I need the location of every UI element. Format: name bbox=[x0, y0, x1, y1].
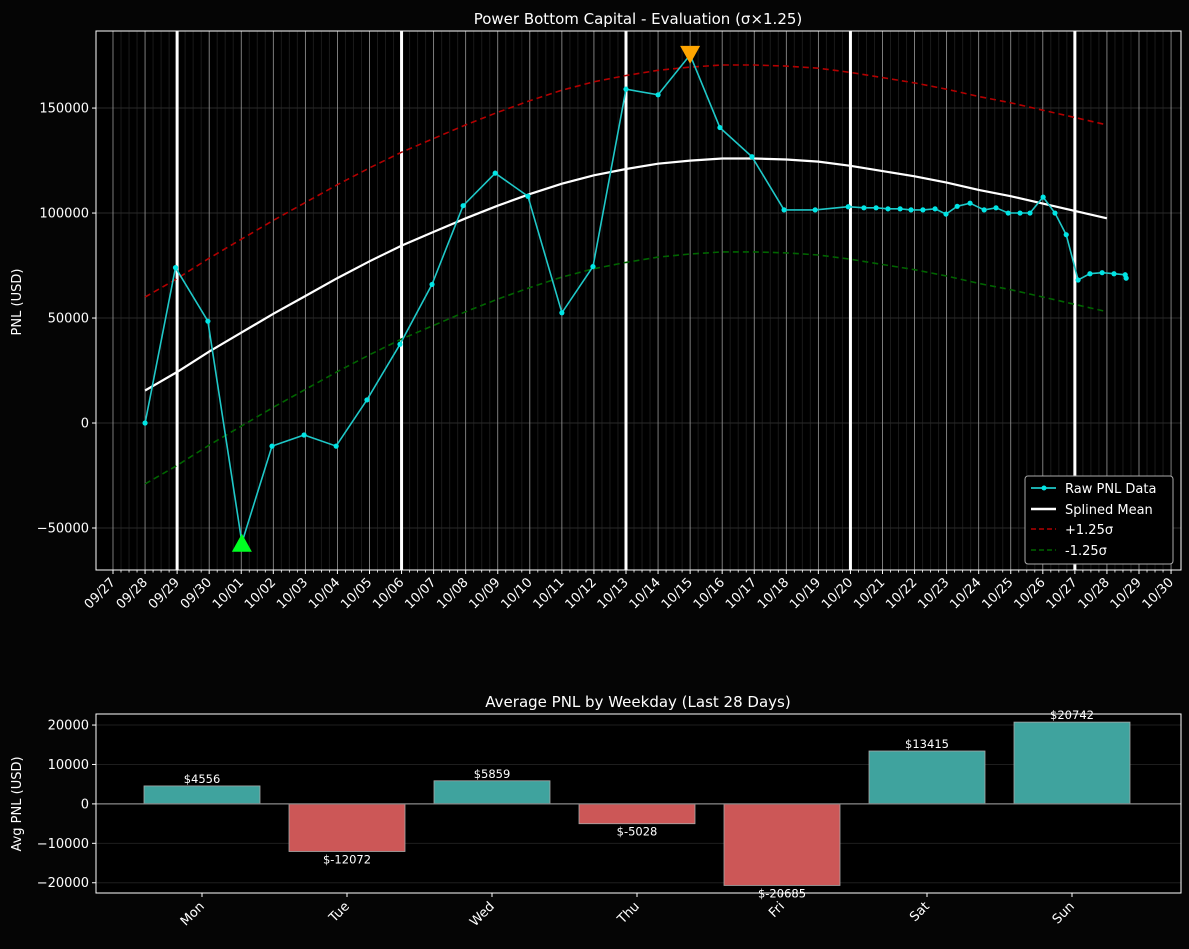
raw-pnl-point bbox=[142, 420, 148, 426]
raw-pnl-point bbox=[920, 207, 926, 213]
raw-pnl-point bbox=[1005, 210, 1011, 216]
bar-data-label: $20742 bbox=[1050, 708, 1094, 722]
raw-pnl-point bbox=[590, 263, 596, 270]
pnl-evaluation-chart: −5000005000010000015000009/2709/2809/290… bbox=[10, 10, 1182, 612]
top-series bbox=[142, 45, 1129, 552]
raw-pnl-point bbox=[1017, 210, 1023, 216]
raw-pnl-point bbox=[364, 397, 370, 403]
weekday-bar bbox=[723, 803, 841, 886]
y-tick-label: 100000 bbox=[39, 207, 89, 222]
weekday-bar bbox=[433, 780, 551, 805]
bottom-y-axis-label: Avg PNL (USD) bbox=[10, 756, 25, 851]
raw-pnl-point bbox=[1075, 277, 1081, 283]
raw-pnl-point bbox=[172, 265, 179, 271]
lower-sigma-line bbox=[144, 251, 1108, 485]
raw-pnl-point bbox=[1027, 210, 1033, 216]
raw-pnl-point bbox=[269, 443, 275, 449]
raw-pnl-point bbox=[749, 154, 755, 160]
raw-pnl-point bbox=[333, 443, 339, 449]
raw-pnl-point bbox=[845, 204, 851, 210]
y-tick-label: −10000 bbox=[37, 837, 89, 852]
top-grid bbox=[96, 31, 1181, 570]
raw-pnl-point bbox=[954, 203, 960, 209]
legend-label-upper: +1.25σ bbox=[1065, 523, 1113, 538]
bottom-bars: $4556$-12072$5859$-5028$-20685$13415$207… bbox=[96, 708, 1181, 900]
bar-data-label: $-5028 bbox=[617, 825, 658, 839]
bottom-chart-title: Average PNL by Weekday (Last 28 Days) bbox=[485, 693, 790, 711]
raw-pnl-point bbox=[301, 432, 307, 438]
y-tick-label: 20000 bbox=[48, 719, 89, 734]
raw-pnl-point bbox=[932, 206, 938, 212]
bar-data-label: $-12072 bbox=[323, 852, 371, 866]
top-plot-area bbox=[96, 31, 1181, 570]
legend-label-lower: -1.25σ bbox=[1065, 544, 1107, 559]
upper-sigma-line bbox=[144, 64, 1108, 298]
top-y-axis-label: PNL (USD) bbox=[10, 269, 25, 336]
raw-pnl-point bbox=[429, 281, 435, 288]
min-pnl-marker-icon bbox=[231, 533, 252, 552]
raw-pnl-point bbox=[559, 310, 565, 316]
max-pnl-marker-icon bbox=[680, 45, 701, 64]
raw-pnl-point bbox=[873, 205, 879, 211]
raw-pnl-point bbox=[908, 207, 914, 213]
raw-pnl-point bbox=[1087, 271, 1093, 277]
top-axes-frame bbox=[95, 30, 1182, 571]
weekday-bar bbox=[868, 750, 986, 805]
raw-pnl-point bbox=[1111, 271, 1117, 277]
raw-pnl-point bbox=[1052, 210, 1058, 216]
legend-label-raw: Raw PNL Data bbox=[1065, 482, 1156, 497]
raw-pnl-point bbox=[897, 206, 903, 212]
raw-pnl-point bbox=[717, 124, 723, 131]
raw-pnl-point bbox=[525, 193, 531, 199]
weekday-bar bbox=[288, 803, 406, 852]
y-tick-label: 150000 bbox=[39, 102, 89, 117]
raw-pnl-point bbox=[781, 207, 787, 213]
raw-pnl-point bbox=[861, 205, 867, 211]
raw-pnl-point bbox=[492, 170, 498, 176]
raw-pnl-point bbox=[655, 92, 661, 98]
y-tick-label: −50000 bbox=[37, 522, 89, 537]
splined-mean-line bbox=[144, 157, 1108, 392]
raw-pnl-point bbox=[943, 211, 949, 217]
y-tick-label: 0 bbox=[81, 417, 89, 432]
raw-pnl-point bbox=[1099, 270, 1105, 276]
y-tick-label: −20000 bbox=[37, 876, 89, 891]
raw-pnl-point bbox=[1123, 275, 1129, 281]
raw-pnl-point bbox=[1063, 232, 1069, 238]
raw-pnl-point bbox=[205, 318, 211, 324]
raw-pnl-point bbox=[812, 207, 818, 213]
y-tick-label: 0 bbox=[81, 797, 89, 812]
raw-pnl-point bbox=[993, 205, 999, 211]
weekday-bar bbox=[1013, 721, 1131, 805]
legend-raw-marker-icon bbox=[1041, 485, 1047, 491]
raw-pnl-point bbox=[981, 207, 987, 213]
legend-label-mean: Splined Mean bbox=[1065, 503, 1153, 518]
raw-pnl-point bbox=[397, 341, 403, 347]
weekday-bar bbox=[143, 785, 261, 805]
weekday-pnl-chart: $4556$-12072$5859$-5028$-20685$13415$207… bbox=[10, 693, 1182, 930]
y-tick-label: 50000 bbox=[48, 312, 89, 327]
raw-pnl-point bbox=[623, 86, 629, 92]
weekday-bar bbox=[578, 803, 696, 825]
top-chart-title: Power Bottom Capital - Evaluation (σ×1.2… bbox=[474, 10, 803, 28]
legend: Raw PNL Data Splined Mean +1.25σ -1.25σ bbox=[1024, 475, 1174, 565]
bar-data-label: $13415 bbox=[905, 737, 949, 751]
raw-pnl-point bbox=[885, 206, 891, 212]
legend-frame bbox=[1024, 475, 1174, 565]
bar-data-label: $4556 bbox=[184, 772, 221, 786]
raw-pnl-point bbox=[967, 200, 973, 206]
raw-pnl-point bbox=[460, 203, 466, 209]
raw-pnl-point bbox=[1040, 194, 1046, 200]
bar-data-label: $5859 bbox=[474, 767, 511, 781]
y-tick-label: 10000 bbox=[48, 758, 89, 773]
